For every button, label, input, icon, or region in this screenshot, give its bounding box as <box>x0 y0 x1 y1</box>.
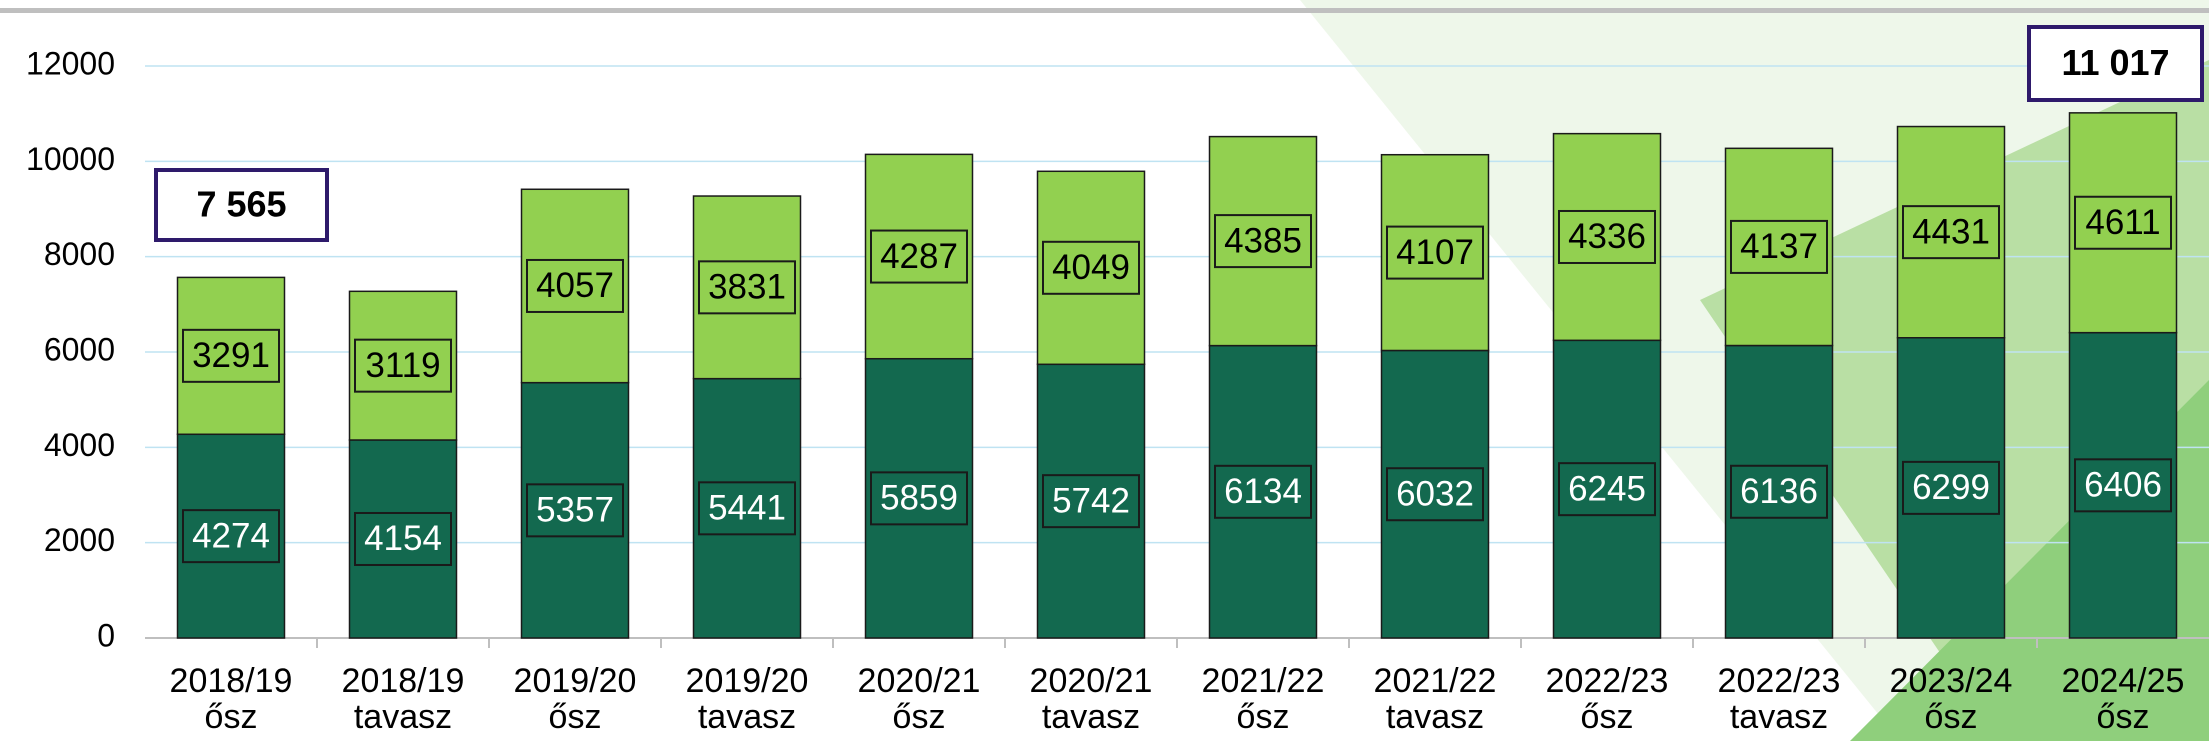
total-label: 11 017 <box>2061 42 2169 83</box>
value-label: 4154 <box>364 519 442 558</box>
value-label: 6406 <box>2084 466 2162 505</box>
value-label: 4049 <box>1052 248 1130 287</box>
value-label: 3291 <box>192 336 270 375</box>
chart: 0 2000 4000 6000 8000 10000 12000 2018/19ősz 427… <box>0 0 2209 741</box>
value-label: 3119 <box>365 346 440 385</box>
value-label: 6136 <box>1740 472 1818 511</box>
value-label: 4431 <box>1912 212 1990 251</box>
top-rule <box>0 8 2209 13</box>
value-label: 4336 <box>1568 217 1646 256</box>
value-label: 4385 <box>1224 221 1302 260</box>
value-label: 6134 <box>1224 472 1302 511</box>
y-tick-label: 6000 <box>44 331 115 367</box>
value-label: 5742 <box>1052 481 1130 520</box>
value-label: 5357 <box>536 491 614 530</box>
value-label: 6299 <box>1912 468 1990 507</box>
value-label: 4274 <box>192 516 270 555</box>
total-label: 7 565 <box>196 184 286 225</box>
value-label: 4611 <box>2085 203 2160 242</box>
y-tick-label: 4000 <box>44 427 115 463</box>
y-tick-label: 10000 <box>26 141 115 177</box>
value-label: 4137 <box>1740 227 1818 266</box>
value-label: 5441 <box>708 489 786 528</box>
value-label: 4287 <box>880 237 958 276</box>
value-label: 5859 <box>880 479 958 518</box>
value-label: 3831 <box>708 268 786 307</box>
value-label: 6032 <box>1396 474 1474 513</box>
y-tick-label: 12000 <box>26 45 115 81</box>
value-label: 4057 <box>536 266 614 305</box>
value-label: 4107 <box>1396 233 1474 272</box>
y-tick-label: 8000 <box>44 236 115 272</box>
value-label: 6245 <box>1568 469 1646 508</box>
y-tick-label: 0 <box>97 617 115 653</box>
y-tick-label: 2000 <box>44 522 115 558</box>
